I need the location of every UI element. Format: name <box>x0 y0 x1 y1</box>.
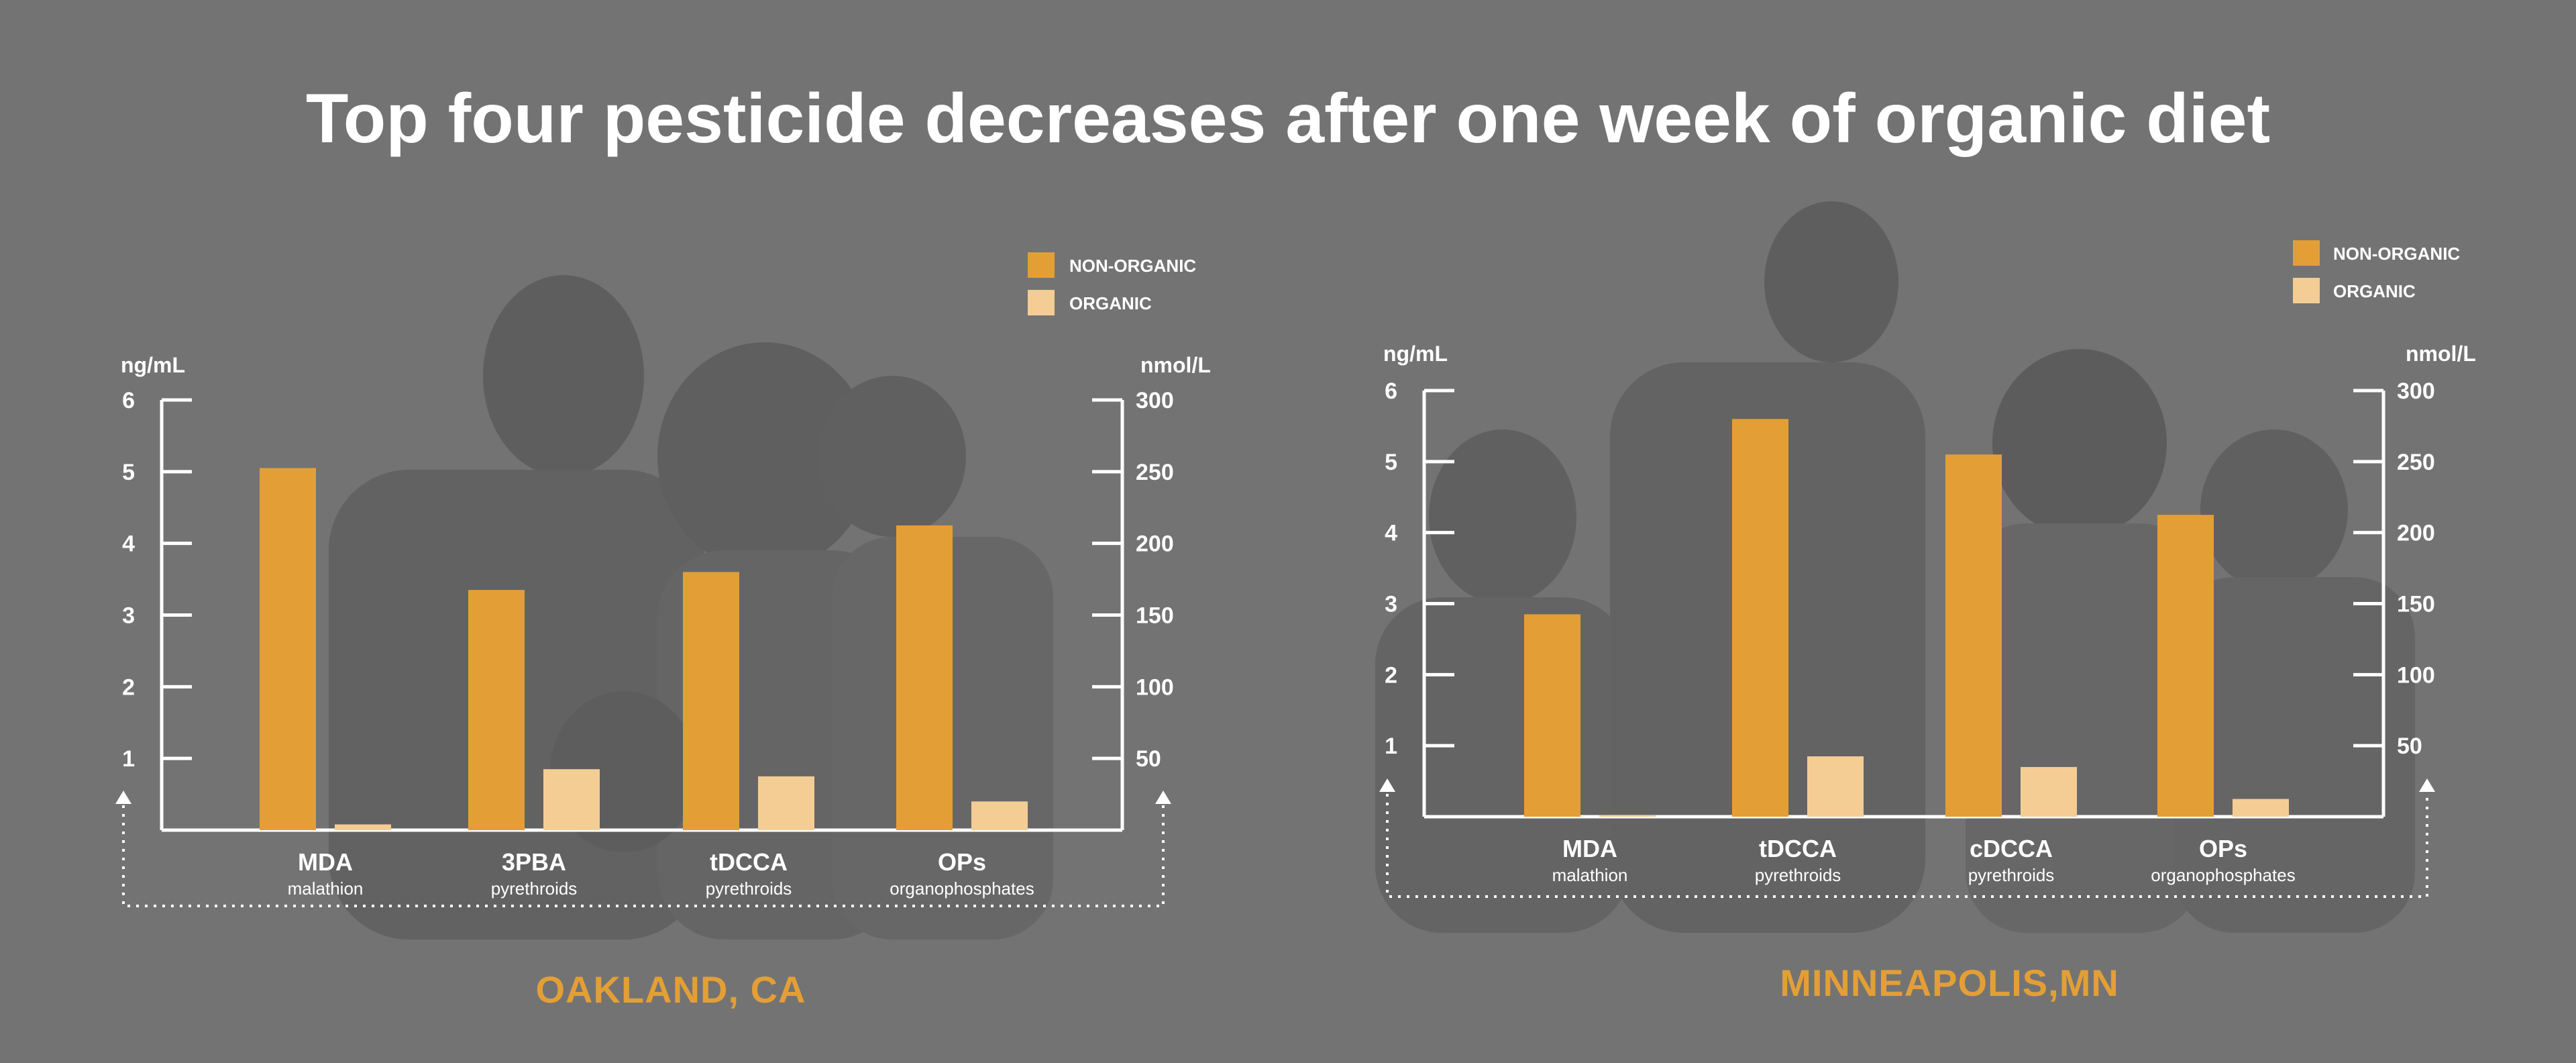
legend-swatch-non-organic <box>1028 252 1055 278</box>
y-left-label: ng/mL <box>121 353 185 377</box>
bar-non-organic <box>1945 454 2002 817</box>
category-label: OPs <box>938 848 986 876</box>
bar-organic <box>543 769 600 830</box>
right-tick-label: 200 <box>1136 532 1174 557</box>
category-sublabel: pyrethroids <box>491 878 578 899</box>
left-tick-label: 1 <box>122 746 135 772</box>
bar-organic <box>2021 766 2077 817</box>
bar-non-organic <box>683 572 739 830</box>
category-sublabel: malathion <box>1552 865 1628 885</box>
right-tick-label: 150 <box>2397 592 2435 617</box>
legend-label-non-organic: NON-ORGANIC <box>1069 256 1196 276</box>
category-sublabel: pyrethroids <box>706 878 792 899</box>
category-label: OPs <box>2199 835 2247 862</box>
category-label: cDCCA <box>1970 835 2053 862</box>
minneapolis-city-label: MINNEAPOLIS,MN <box>1780 962 2119 1004</box>
left-arrow-icon <box>115 791 131 804</box>
category-sublabel: pyrethroids <box>1755 865 1841 885</box>
legend-label-non-organic: NON-ORGANIC <box>2333 244 2460 264</box>
bar-organic <box>335 824 391 830</box>
right-arrow-icon <box>1155 791 1171 804</box>
right-tick-label: 250 <box>2397 450 2435 475</box>
right-tick-label: 50 <box>2397 733 2422 759</box>
legend-label-organic: ORGANIC <box>2333 281 2416 301</box>
right-tick-label: 100 <box>1136 674 1174 700</box>
oakland-legend: NON-ORGANIC ORGANIC <box>1028 252 1196 315</box>
right-tick-label: 300 <box>2397 378 2435 404</box>
right-tick-label: 150 <box>1136 603 1174 629</box>
left-tick-label: 2 <box>122 674 135 700</box>
bar-organic <box>2233 799 2289 817</box>
right-tick-label: 50 <box>1136 746 1161 772</box>
right-tick-label: 100 <box>2397 662 2435 688</box>
left-tick-label: 5 <box>122 460 135 485</box>
category-label: 3PBA <box>502 848 566 876</box>
left-tick-label: 5 <box>1385 450 1397 475</box>
y-right-label: nmol/L <box>1140 353 1211 377</box>
legend-swatch-organic <box>1028 290 1055 315</box>
left-tick-label: 2 <box>1385 662 1397 688</box>
right-arrow-icon <box>2419 778 2435 792</box>
bar-non-organic <box>1524 614 1580 817</box>
category-sublabel: pyrethroids <box>1968 865 2055 885</box>
bar-non-organic <box>1732 419 1788 817</box>
bar-organic <box>1807 756 1864 817</box>
minneapolis-photo-backdrop <box>1375 201 2415 933</box>
category-label: tDCCA <box>710 848 788 876</box>
category-sublabel: organophosphates <box>890 878 1034 899</box>
left-tick-label: 4 <box>122 532 135 557</box>
legend-swatch-organic <box>2293 278 2320 303</box>
right-tick-label: 300 <box>1136 388 1174 413</box>
category-label: tDCCA <box>1759 835 1837 862</box>
right-tick-label: 200 <box>2397 521 2435 546</box>
left-tick-label: 6 <box>122 388 135 413</box>
left-tick-label: 4 <box>1385 521 1397 546</box>
bar-organic <box>971 801 1028 830</box>
page-title: Top four pesticide decreases after one w… <box>305 80 2271 158</box>
left-tick-label: 1 <box>1385 733 1397 759</box>
bar-non-organic <box>468 590 525 830</box>
y-right-label: nmol/L <box>2406 342 2476 366</box>
category-label: MDA <box>298 848 353 876</box>
legend-swatch-non-organic <box>2293 240 2320 266</box>
bar-organic <box>1599 815 1656 817</box>
bar-organic <box>758 776 814 830</box>
left-tick-label: 6 <box>1385 378 1397 404</box>
oakland-city-label: OAKLAND, CA <box>535 968 806 1011</box>
bar-non-organic <box>260 468 316 830</box>
left-tick-label: 3 <box>122 603 135 629</box>
left-dotted-bracket <box>122 797 1165 907</box>
left-arrow-icon <box>1379 778 1395 792</box>
y-left-label: ng/mL <box>1383 342 1448 366</box>
legend-label-organic: ORGANIC <box>1069 293 1152 313</box>
category-sublabel: organophosphates <box>2151 865 2295 885</box>
category-label: MDA <box>1562 835 1617 862</box>
category-sublabel: malathion <box>288 878 364 899</box>
bar-non-organic <box>896 525 953 830</box>
left-tick-label: 3 <box>1385 592 1397 617</box>
bar-non-organic <box>2157 515 2214 817</box>
right-tick-label: 250 <box>1136 460 1174 485</box>
minneapolis-legend: NON-ORGANIC ORGANIC <box>2293 240 2460 303</box>
